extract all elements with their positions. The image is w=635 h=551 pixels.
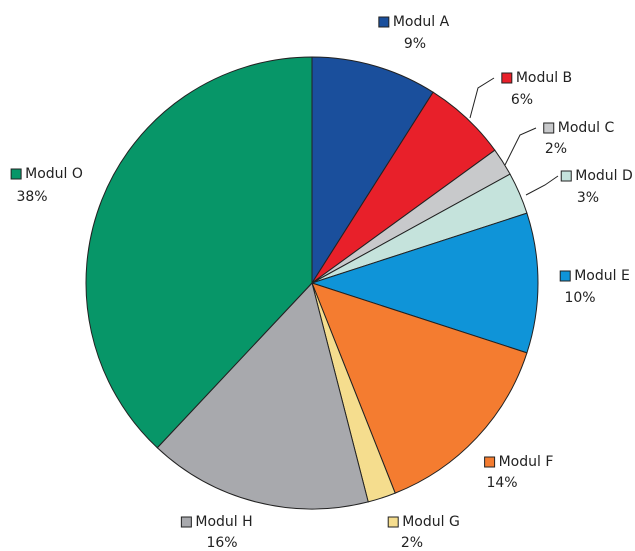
legend-label: Modul E bbox=[574, 268, 630, 284]
legend-label: Modul H bbox=[195, 514, 252, 530]
value-label: 14% bbox=[486, 475, 517, 491]
value-label: 9% bbox=[404, 36, 426, 52]
legend-swatch bbox=[501, 72, 513, 84]
legend-label: Modul B bbox=[516, 70, 572, 86]
legend-swatch bbox=[560, 170, 572, 182]
pie-slice bbox=[156, 281, 369, 510]
pie-slice bbox=[310, 212, 539, 354]
legend-label: Modul F bbox=[499, 454, 554, 470]
legend-label: Modul A bbox=[393, 14, 450, 30]
value-label: 10% bbox=[564, 290, 595, 306]
legend-label: Modul C bbox=[558, 120, 615, 136]
legend-swatch bbox=[559, 270, 571, 282]
legend-label: Modul G bbox=[402, 514, 460, 530]
legend-swatch bbox=[387, 516, 399, 528]
value-label: 2% bbox=[401, 535, 423, 551]
value-label: 6% bbox=[511, 92, 533, 108]
legend-swatch bbox=[180, 516, 192, 528]
pie-slice bbox=[311, 56, 434, 285]
legend-swatch bbox=[10, 168, 22, 180]
value-label: 38% bbox=[16, 189, 47, 205]
legend-swatch bbox=[484, 456, 496, 468]
leader-line bbox=[504, 127, 537, 166]
legend-swatch bbox=[543, 122, 555, 134]
legend-swatch bbox=[378, 16, 390, 28]
legend-label: Modul O bbox=[25, 166, 83, 182]
leader-line bbox=[469, 77, 495, 119]
value-label: 3% bbox=[577, 190, 599, 206]
legend-label: Modul D bbox=[575, 168, 633, 184]
pie-slice bbox=[85, 56, 313, 449]
pie-slice bbox=[311, 282, 528, 494]
value-label: 2% bbox=[545, 141, 567, 157]
leader-line bbox=[525, 175, 559, 196]
value-label: 16% bbox=[206, 535, 237, 551]
